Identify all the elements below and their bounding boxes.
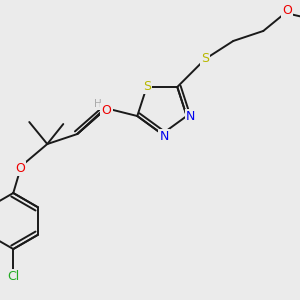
Text: O: O — [282, 4, 292, 17]
Text: N: N — [103, 103, 112, 116]
Text: O: O — [15, 161, 25, 175]
Text: S: S — [201, 52, 209, 65]
Text: H: H — [94, 99, 102, 109]
Text: S: S — [143, 80, 151, 94]
Text: N: N — [186, 110, 195, 122]
Text: N: N — [159, 130, 169, 142]
Text: O: O — [101, 103, 111, 116]
Text: Cl: Cl — [7, 269, 20, 283]
